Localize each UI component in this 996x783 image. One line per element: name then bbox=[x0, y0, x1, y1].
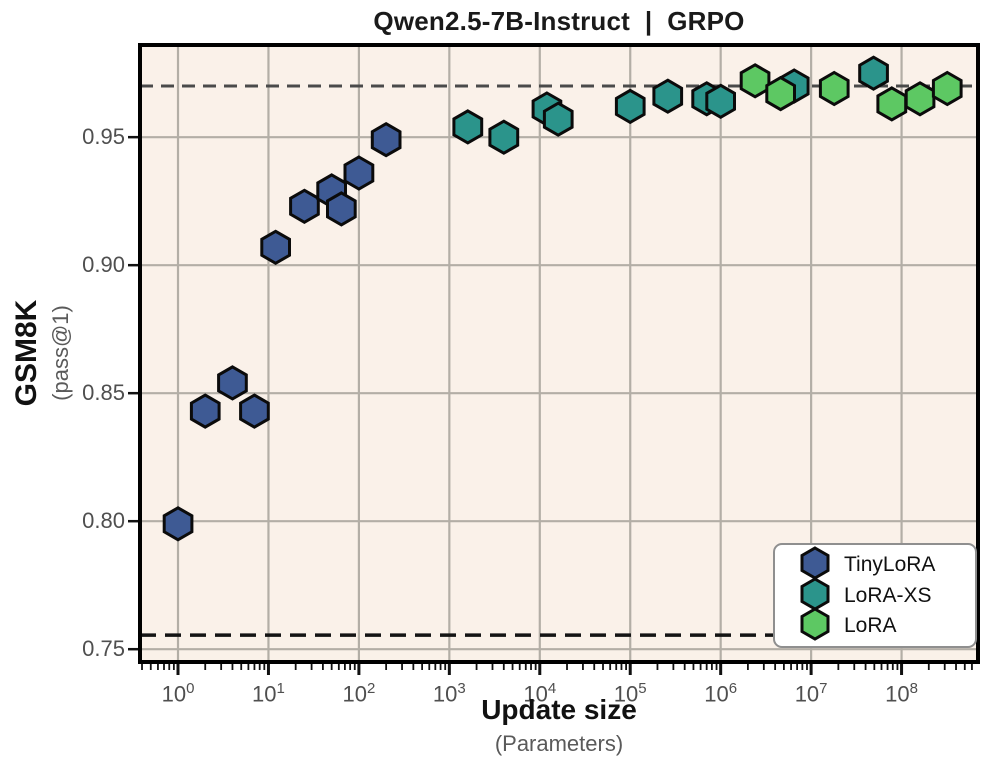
marker-LoRA bbox=[765, 75, 796, 112]
plot-border bbox=[138, 43, 980, 664]
marker-TinyLoRA bbox=[326, 191, 357, 227]
y-axis-label: GSM8K bbox=[10, 299, 43, 407]
series-LoRA bbox=[739, 63, 963, 122]
marker-LoRA-XS bbox=[705, 83, 736, 120]
axis-ticks bbox=[128, 135, 973, 675]
lora-hexagon-icon bbox=[800, 607, 830, 641]
marker-LoRA-XS bbox=[488, 119, 520, 155]
legend-label: LoRA-XS bbox=[844, 584, 932, 607]
marker-LoRA-XS bbox=[652, 78, 684, 114]
marker-LoRA bbox=[904, 81, 936, 117]
legend: TinyLoRA LoRA-XS LoRA bbox=[773, 543, 977, 648]
marker-TinyLoRA bbox=[343, 155, 375, 191]
marker-LoRA bbox=[876, 86, 908, 122]
marker-TinyLoRA bbox=[239, 393, 270, 429]
marker-TinyLoRA bbox=[162, 506, 194, 542]
legend-label: TinyLoRA bbox=[844, 553, 936, 576]
y-axis-sublabel: (pass@1) bbox=[48, 305, 73, 401]
marker-TinyLoRA bbox=[260, 229, 291, 266]
gridlines bbox=[140, 45, 978, 662]
marker-LoRA-XS bbox=[542, 101, 574, 137]
marker-TinyLoRA bbox=[217, 365, 248, 401]
x-axis-sublabel: (Parameters) bbox=[494, 731, 624, 756]
legend-item-tinylora: TinyLoRA bbox=[775, 546, 975, 583]
marker-LoRA bbox=[818, 70, 850, 107]
marker-LoRA bbox=[931, 70, 963, 107]
series-TinyLoRA bbox=[162, 121, 402, 542]
marker-LoRA-XS bbox=[858, 55, 889, 91]
marker-TinyLoRA bbox=[370, 121, 402, 158]
marker-LoRA-XS bbox=[614, 88, 646, 125]
chart-title: Qwen2.5-7B-Instruct | GRPO bbox=[373, 6, 745, 36]
marker-TinyLoRA bbox=[289, 188, 320, 225]
legend-label: LoRA bbox=[844, 614, 897, 637]
marker-TinyLoRA bbox=[189, 393, 221, 429]
marker-LoRA-XS bbox=[452, 109, 484, 145]
legend-item-lora: LoRA bbox=[775, 607, 975, 644]
x-axis-label: Update size bbox=[481, 694, 637, 725]
series-LoRA-XS bbox=[452, 55, 889, 155]
marker-LoRA bbox=[739, 63, 771, 99]
